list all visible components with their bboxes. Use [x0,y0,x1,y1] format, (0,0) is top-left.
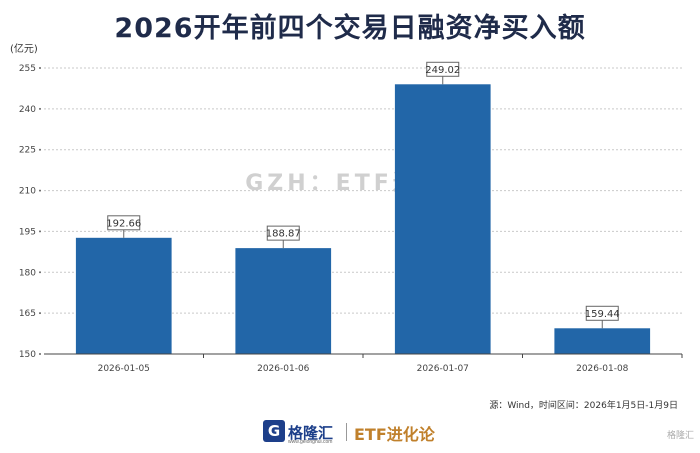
y-tick-mark [39,189,41,192]
brand-name: 格隆汇 [288,424,334,442]
y-tick-label: 225 [19,146,36,156]
y-tick-mark [39,107,41,110]
y-tick-label: 255 [19,64,36,74]
y-tick-mark [39,148,41,151]
bar-2026-01-06 [235,248,332,354]
y-tick-label: 165 [19,309,36,319]
y-tick-mark [39,271,41,274]
y-tick-label: 150 [19,350,36,360]
data-label: 159.44 [585,309,620,320]
corner-watermark: 格隆汇 [666,431,694,441]
data-label: 192.66 [106,218,141,229]
y-tick-label: 180 [19,268,36,278]
y-tick-mark [39,67,41,69]
bar-2026-01-08 [554,328,651,354]
logo-icon: G [263,420,285,442]
brand-url: www.gelonghui.com [288,439,333,445]
bar-2026-01-05 [75,237,172,354]
channel-name: ETF进化论 [354,425,435,444]
data-label: 188.87 [266,229,301,240]
y-tick-mark [39,353,41,355]
y-axis-unit: (亿元) [10,44,38,55]
y-tick-mark [39,312,41,315]
data-label-box [585,305,619,321]
x-tick-label: 2026-01-08 [576,364,629,374]
y-tick-label: 195 [19,227,36,237]
bar-chart: GZH：ETF进化论 1501651801952102252402552026-… [19,61,683,374]
data-label-box [426,61,460,77]
y-tick-label: 240 [19,105,36,115]
footer-branding: G 格隆汇 www.gelonghui.com ETF进化论 格隆汇 [0,418,700,446]
data-label-box [266,225,300,241]
x-tick-label: 2026-01-05 [98,364,150,374]
y-tick-mark [39,230,41,233]
x-tick-label: 2026-01-06 [257,364,310,374]
bar-2026-01-07 [394,84,491,354]
source-note: 源：Wind，时间区间：2026年1月5日-1月9日 [489,401,678,411]
chart-title: 2026开年前四个交易日融资净买入额 [114,13,586,44]
data-label-box [107,215,141,231]
data-label: 249.02 [425,65,460,76]
brand-divider [346,423,347,441]
x-tick-label: 2026-01-07 [417,364,469,374]
y-tick-label: 210 [19,187,36,197]
